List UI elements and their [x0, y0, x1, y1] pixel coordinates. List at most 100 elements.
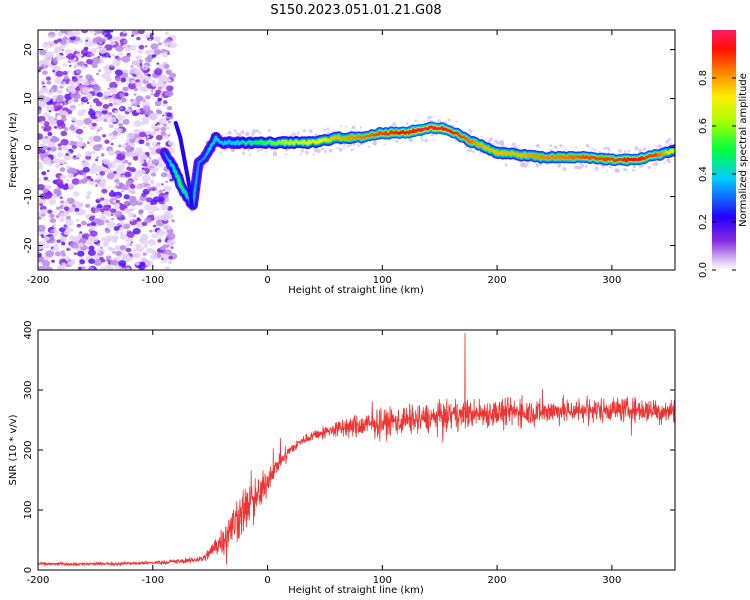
noise-blob — [43, 243, 50, 249]
halo-speckle — [346, 144, 350, 148]
noise-blob — [128, 82, 137, 90]
noise-blob — [171, 219, 175, 223]
noise-blob — [70, 92, 78, 99]
noise-blob — [45, 40, 54, 48]
noise-blob — [162, 254, 171, 261]
noise-blob — [66, 227, 73, 233]
noise-blob — [157, 86, 163, 90]
noise-blob — [88, 142, 93, 146]
halo-speckle — [430, 115, 433, 118]
noise-blob — [113, 204, 120, 210]
noise-blob — [75, 128, 84, 135]
noise-blob — [98, 69, 101, 72]
noise-blob — [151, 81, 158, 87]
halo-speckle — [557, 163, 562, 168]
colorbar: 0.0 0.2 0.4 0.6 0.8 Normalized spectral ampl… — [698, 30, 749, 278]
noise-blob — [128, 212, 135, 218]
halo-speckle — [494, 139, 498, 143]
noise-blob — [149, 192, 154, 196]
ridge-branch-segment — [178, 135, 187, 165]
noise-blob — [136, 109, 141, 113]
noise-blob — [76, 82, 80, 85]
noise-blob — [97, 43, 100, 46]
noise-blob — [96, 243, 101, 246]
noise-blob — [91, 122, 97, 127]
noise-blob — [59, 234, 64, 237]
noise-blob — [152, 51, 155, 54]
noise-blob — [101, 216, 107, 221]
noise-blob — [162, 114, 165, 117]
noise-blob — [154, 36, 161, 42]
halo-speckle — [255, 129, 259, 133]
halo-speckle — [285, 148, 289, 152]
noise-blob — [60, 138, 69, 146]
noise-blob — [59, 227, 66, 233]
noise-blob — [161, 214, 170, 221]
noise-blob — [95, 184, 98, 187]
noise-blob — [149, 188, 152, 191]
halo-speckle — [251, 132, 255, 136]
noise-blob — [122, 119, 130, 125]
halo-speckle — [574, 165, 578, 170]
noise-blob — [152, 249, 157, 253]
noise-blob — [82, 238, 87, 243]
noise-blob — [95, 36, 103, 44]
noise-blob — [103, 198, 110, 203]
halo-speckle — [647, 165, 651, 169]
colorbar-tick-label: 0.2 — [698, 214, 709, 230]
noise-blob — [122, 30, 127, 34]
noise-blob — [41, 58, 50, 66]
noise-blob — [145, 247, 154, 254]
noise-blob — [93, 259, 103, 266]
halo-speckle — [357, 144, 360, 147]
noise-blob — [63, 127, 69, 131]
noise-blob — [48, 179, 51, 182]
noise-blob — [121, 55, 131, 63]
noise-blob — [164, 266, 171, 270]
noise-blob — [59, 103, 63, 106]
noise-blob — [68, 183, 75, 189]
halo-speckle — [316, 148, 321, 154]
halo-speckle — [326, 131, 330, 135]
noise-blob — [71, 71, 75, 74]
noise-blob — [143, 66, 147, 70]
noise-blob — [57, 146, 63, 151]
noise-blob — [110, 208, 116, 214]
noise-blob — [44, 135, 49, 139]
halo-speckle — [627, 149, 631, 153]
noise-blob — [39, 49, 47, 56]
noise-blob — [70, 106, 76, 111]
noise-blob — [96, 203, 103, 209]
noise-blob — [156, 182, 162, 188]
colorbar-label: Normalized spectral amplitude — [738, 73, 749, 227]
halo-speckle — [669, 142, 673, 146]
noise-blob — [142, 252, 147, 256]
noise-blob — [108, 186, 112, 189]
noise-blob — [156, 229, 165, 236]
noise-blob — [82, 172, 87, 176]
noise-blob — [73, 252, 78, 255]
noise-blob — [160, 172, 168, 178]
halo-speckle — [265, 150, 268, 153]
halo-speckle — [618, 148, 623, 153]
noise-blob — [69, 125, 76, 131]
noise-blob — [109, 81, 118, 89]
noise-blob — [61, 114, 66, 119]
noise-blob — [77, 50, 80, 53]
noise-blob — [167, 52, 170, 55]
noise-blob — [124, 47, 131, 52]
noise-blob — [53, 223, 57, 226]
noise-blob — [145, 121, 149, 125]
noise-blob — [42, 70, 48, 75]
noise-blob — [139, 131, 147, 138]
noise-blob — [79, 231, 83, 234]
noise-blob — [121, 151, 126, 155]
noise-blob — [49, 236, 54, 240]
noise-blob — [65, 183, 69, 186]
halo-speckle — [604, 146, 608, 150]
halo-speckle — [305, 150, 309, 155]
noise-blob — [137, 73, 144, 79]
noise-blob — [139, 214, 144, 218]
noise-blob — [152, 230, 155, 233]
halo-speckle — [504, 163, 508, 167]
